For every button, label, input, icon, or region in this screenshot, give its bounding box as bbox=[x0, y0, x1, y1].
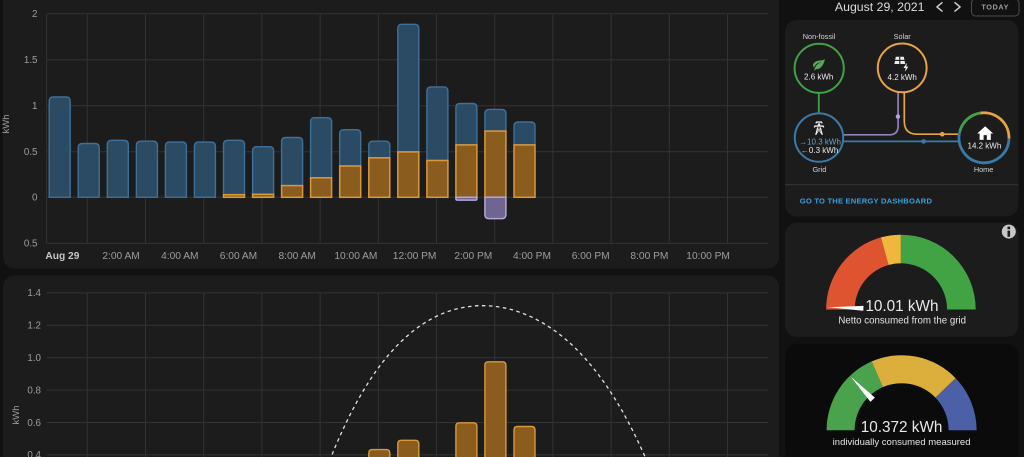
svg-text:8:00 PM: 8:00 PM bbox=[630, 251, 668, 262]
svg-text:6:00 AM: 6:00 AM bbox=[220, 251, 257, 262]
svg-text:4.2 kWh: 4.2 kWh bbox=[888, 73, 917, 82]
svg-text:kWh: kWh bbox=[1, 115, 12, 134]
svg-text:1.0: 1.0 bbox=[27, 353, 41, 364]
svg-text:Solar: Solar bbox=[894, 32, 912, 41]
svg-text:Aug 29: Aug 29 bbox=[45, 251, 79, 262]
svg-text:0.4: 0.4 bbox=[27, 450, 41, 457]
svg-text:2.6 kWh: 2.6 kWh bbox=[804, 73, 833, 82]
svg-text:14.2 kWh: 14.2 kWh bbox=[968, 141, 1002, 150]
svg-text:1.4: 1.4 bbox=[27, 288, 41, 299]
svg-text:0.6: 0.6 bbox=[27, 418, 41, 429]
svg-text:→10.3 kWh: →10.3 kWh bbox=[799, 137, 841, 146]
svg-text:←0.3 kWh: ←0.3 kWh bbox=[801, 146, 838, 155]
svg-text:1.5: 1.5 bbox=[24, 55, 38, 66]
svg-text:0: 0 bbox=[32, 193, 38, 204]
svg-text:10.01 kWh: 10.01 kWh bbox=[865, 298, 938, 315]
svg-text:August 29, 2021: August 29, 2021 bbox=[835, 0, 925, 14]
svg-text:Home: Home bbox=[974, 165, 993, 174]
svg-text:Grid: Grid bbox=[813, 165, 827, 174]
svg-text:10:00 PM: 10:00 PM bbox=[686, 251, 730, 262]
svg-text:10:00 AM: 10:00 AM bbox=[334, 251, 377, 262]
svg-text:2:00 PM: 2:00 PM bbox=[454, 251, 492, 262]
svg-text:4:00 AM: 4:00 AM bbox=[161, 251, 198, 262]
svg-text:0.5: 0.5 bbox=[24, 239, 38, 250]
svg-text:6:00 PM: 6:00 PM bbox=[572, 251, 610, 262]
svg-text:8:00 AM: 8:00 AM bbox=[279, 251, 316, 262]
svg-text:12:00 PM: 12:00 PM bbox=[393, 251, 437, 262]
svg-text:0.8: 0.8 bbox=[27, 385, 41, 396]
svg-text:GO TO THE ENERGY DASHBOARD: GO TO THE ENERGY DASHBOARD bbox=[800, 197, 933, 206]
svg-text:Netto consumed from the grid: Netto consumed from the grid bbox=[838, 315, 966, 326]
svg-text:2: 2 bbox=[32, 9, 37, 20]
svg-text:individually consumed measured: individually consumed measured bbox=[833, 437, 971, 448]
svg-text:0.5: 0.5 bbox=[24, 147, 38, 158]
svg-text:10.372 kWh: 10.372 kWh bbox=[861, 419, 943, 436]
svg-text:2:00 AM: 2:00 AM bbox=[102, 251, 139, 262]
svg-text:1.2: 1.2 bbox=[27, 321, 41, 332]
svg-text:kWh: kWh bbox=[11, 406, 22, 425]
svg-text:1: 1 bbox=[32, 101, 37, 112]
svg-text:Non-fossil: Non-fossil bbox=[803, 32, 836, 41]
svg-text:TODAY: TODAY bbox=[981, 2, 1009, 11]
svg-text:4:00 PM: 4:00 PM bbox=[513, 251, 551, 262]
